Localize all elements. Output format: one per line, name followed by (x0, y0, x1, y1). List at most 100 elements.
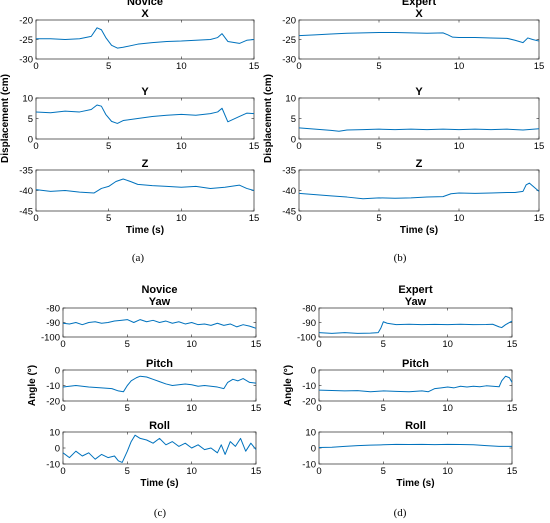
y-tick-label: 0 (55, 365, 60, 376)
x-tick-label: 0 (33, 141, 38, 152)
y-tick-label: -10 (302, 381, 316, 392)
x-axis-label: Time (s) (126, 225, 164, 236)
y-tick-label: -10 (46, 381, 60, 392)
group-title: Novice (127, 0, 163, 8)
x-tick-label: 0 (296, 141, 301, 152)
x-tick-label: 0 (316, 339, 321, 350)
x-tick-label: 10 (176, 61, 187, 72)
y-tick-label: 0 (291, 134, 296, 145)
subplot-a3: Z 0 5 10 15 -35 -40 -45 Time (s) (19, 158, 259, 236)
x-tick-label: 0 (60, 466, 65, 477)
y-tick-label: -10 (46, 459, 60, 470)
x-tick-label: 0 (33, 213, 38, 224)
series-line (35, 104, 255, 124)
x-tick-label: 15 (251, 466, 262, 477)
x-tick-label: 15 (507, 339, 518, 350)
y-axis-label: Displacement (cm) (0, 74, 11, 163)
y-tick-label: 10 (305, 427, 316, 438)
x-axis-label: Time (s) (140, 478, 178, 489)
x-tick-label: 10 (186, 403, 197, 414)
x-tick-label: 0 (33, 61, 38, 72)
x-tick-label: 15 (507, 466, 518, 477)
group-title: Novice (141, 284, 177, 296)
series-line (318, 320, 513, 334)
x-tick-label: 10 (454, 61, 465, 72)
x-tick-label: 15 (507, 403, 518, 414)
y-axis-label: Angle (°) (283, 365, 294, 406)
series-line (298, 31, 540, 44)
y-tick-label: 5 (28, 114, 33, 125)
x-tick-label: 5 (106, 141, 111, 152)
y-tick-label: -80 (46, 303, 60, 314)
series-line (298, 127, 540, 132)
panel-label-b: (b) (394, 252, 407, 264)
x-tick-label: 15 (534, 213, 545, 224)
x-tick-label: 0 (316, 403, 321, 414)
y-tick-label: -20 (19, 15, 33, 26)
plot-frame (298, 19, 540, 60)
x-tick-label: 5 (106, 213, 111, 224)
y-tick-label: -30 (282, 54, 296, 65)
group-title: Expert (402, 0, 437, 8)
x-tick-label: 5 (376, 141, 381, 152)
subplot-title: Roll (405, 420, 426, 432)
y-tick-label: -45 (19, 206, 33, 217)
series-line (62, 319, 257, 329)
subplot-b2: Y 0 5 10 15 10 5 0 Displacement (cm) (263, 74, 544, 163)
y-tick-label: 0 (311, 443, 316, 454)
y-tick-label: -20 (282, 15, 296, 26)
x-tick-label: 10 (454, 141, 465, 152)
subplot-title: Roll (149, 420, 170, 432)
x-tick-label: 15 (534, 141, 545, 152)
x-tick-label: 0 (296, 213, 301, 224)
panel-label-c: (c) (154, 507, 167, 519)
x-tick-label: 15 (249, 141, 260, 152)
y-tick-label: -20 (46, 396, 60, 407)
x-tick-label: 5 (381, 339, 386, 350)
x-tick-label: 10 (176, 141, 187, 152)
y-tick-label: -100 (297, 332, 316, 343)
y-tick-label: 0 (28, 134, 33, 145)
x-tick-label: 10 (186, 339, 197, 350)
y-tick-label: -20 (302, 396, 316, 407)
subplot-title: Yaw (149, 296, 171, 308)
subplot-title: X (415, 8, 423, 20)
series-line (62, 375, 257, 393)
y-tick-label: -35 (282, 165, 296, 176)
subplot-title: Yaw (405, 296, 427, 308)
subplot-title: Pitch (146, 358, 173, 370)
x-tick-label: 5 (106, 61, 111, 72)
y-tick-label: -25 (19, 35, 33, 46)
x-tick-label: 10 (454, 213, 465, 224)
x-tick-label: 15 (534, 61, 545, 72)
x-tick-label: 10 (442, 339, 453, 350)
x-tick-label: 15 (249, 213, 260, 224)
x-axis-label: Time (s) (396, 478, 434, 489)
subplot-title: Pitch (402, 358, 429, 370)
subplot-title: X (141, 8, 149, 20)
y-tick-label: -30 (19, 54, 33, 65)
y-tick-label: -25 (282, 35, 296, 46)
x-tick-label: 0 (60, 403, 65, 414)
x-tick-label: 5 (125, 403, 130, 414)
plot-frame (62, 369, 257, 402)
panel-label-a: (a) (132, 252, 145, 264)
y-tick-label: 10 (22, 93, 33, 104)
x-tick-label: 0 (60, 339, 65, 350)
plot-frame (35, 97, 255, 140)
x-tick-label: 5 (381, 466, 386, 477)
y-tick-label: -45 (282, 206, 296, 217)
group-title: Expert (398, 284, 433, 296)
subplot-a2: Y 0 5 10 15 10 5 0 Displacement (cm) (0, 74, 259, 163)
series-line (298, 182, 540, 200)
series-line (318, 443, 512, 449)
